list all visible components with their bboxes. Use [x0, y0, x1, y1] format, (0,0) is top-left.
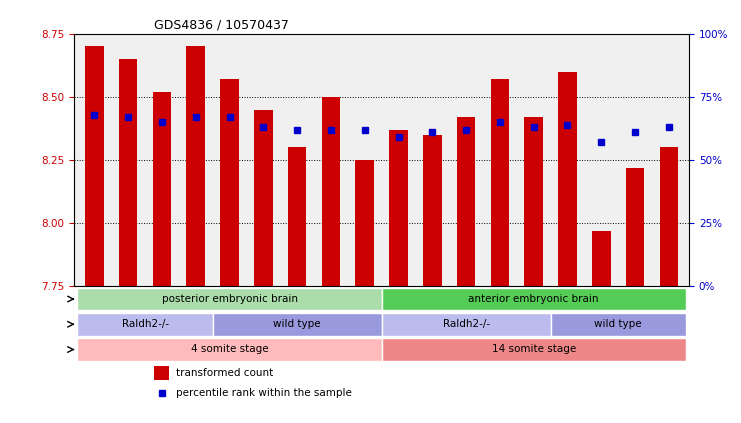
Bar — [322, 97, 340, 286]
Text: wild type: wild type — [273, 319, 321, 329]
Bar — [423, 135, 442, 286]
Text: Raldh2-/-: Raldh2-/- — [442, 319, 490, 329]
FancyBboxPatch shape — [382, 313, 551, 335]
Text: anterior embryonic brain: anterior embryonic brain — [468, 294, 599, 304]
Bar — [187, 47, 205, 286]
Bar — [254, 110, 273, 286]
Bar — [389, 130, 408, 286]
Bar — [220, 79, 239, 286]
Text: Raldh2-/-: Raldh2-/- — [122, 319, 169, 329]
Bar — [659, 148, 678, 286]
FancyBboxPatch shape — [213, 313, 382, 335]
FancyBboxPatch shape — [78, 288, 382, 310]
Bar — [491, 79, 509, 286]
Text: GDS4836 / 10570437: GDS4836 / 10570437 — [154, 18, 289, 31]
Text: transformed count: transformed count — [176, 368, 273, 378]
Bar — [154, 366, 170, 380]
Bar — [288, 148, 307, 286]
Text: percentile rank within the sample: percentile rank within the sample — [176, 388, 351, 398]
Bar — [456, 117, 476, 286]
FancyBboxPatch shape — [78, 313, 213, 335]
Bar — [558, 72, 576, 286]
Bar — [592, 231, 611, 286]
Bar — [85, 47, 104, 286]
Bar — [119, 59, 138, 286]
Text: posterior embryonic brain: posterior embryonic brain — [162, 294, 298, 304]
Bar — [625, 168, 645, 286]
FancyBboxPatch shape — [78, 338, 382, 361]
Text: wild type: wild type — [594, 319, 642, 329]
FancyBboxPatch shape — [382, 288, 685, 310]
FancyBboxPatch shape — [382, 338, 685, 361]
Bar — [356, 160, 374, 286]
FancyBboxPatch shape — [551, 313, 685, 335]
Bar — [525, 117, 543, 286]
Bar — [153, 92, 171, 286]
Text: 4 somite stage: 4 somite stage — [190, 344, 268, 354]
Text: 14 somite stage: 14 somite stage — [491, 344, 576, 354]
